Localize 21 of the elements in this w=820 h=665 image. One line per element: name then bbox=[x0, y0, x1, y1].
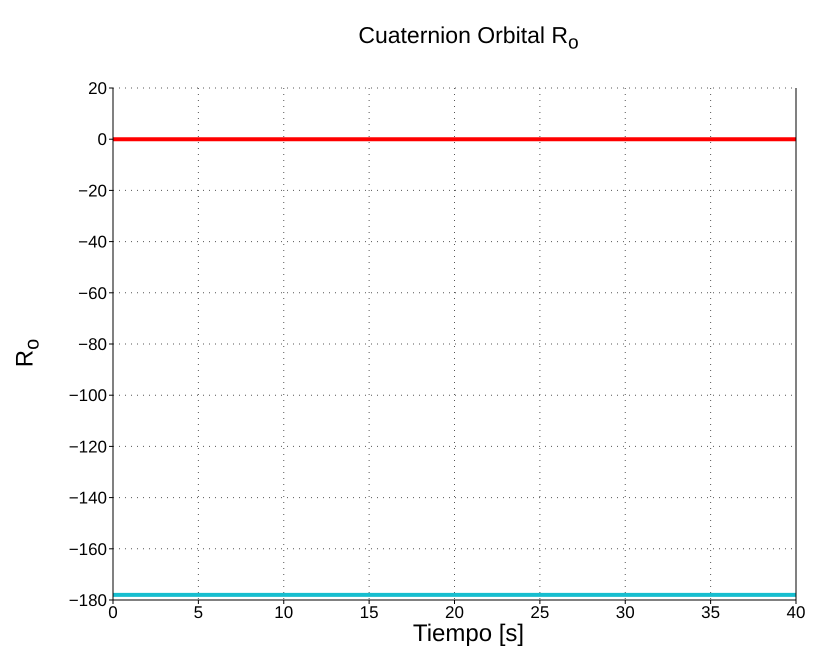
x-tick-label: 10 bbox=[274, 603, 294, 622]
x-tick-label: 25 bbox=[530, 603, 550, 622]
y-tick-label: 20 bbox=[88, 79, 107, 98]
y-tick-label: −140 bbox=[68, 488, 107, 508]
y-tick-label: −80 bbox=[78, 335, 107, 354]
x-tick-label: 40 bbox=[786, 603, 806, 622]
x-tick-label: 30 bbox=[616, 603, 635, 622]
y-tick-label: −40 bbox=[78, 232, 107, 252]
x-tick-label: 20 bbox=[445, 603, 464, 622]
y-tick-label: −180 bbox=[68, 591, 107, 610]
y-tick-label: −60 bbox=[78, 284, 107, 303]
y-tick-label: −100 bbox=[68, 386, 107, 406]
x-tick-label: 5 bbox=[194, 603, 204, 622]
x-tick-label: 15 bbox=[360, 603, 379, 622]
y-tick-label: −160 bbox=[68, 540, 107, 559]
y-tick-label: −20 bbox=[78, 181, 107, 200]
y-tick-label: 0 bbox=[98, 130, 107, 150]
x-axis-title: Tiempo [s] bbox=[412, 620, 524, 647]
x-tick-label: 35 bbox=[701, 603, 720, 622]
chart-title: Cuaternion Orbital R$_{o}$ bbox=[357, 22, 580, 55]
y-tick-label: −120 bbox=[68, 437, 107, 456]
